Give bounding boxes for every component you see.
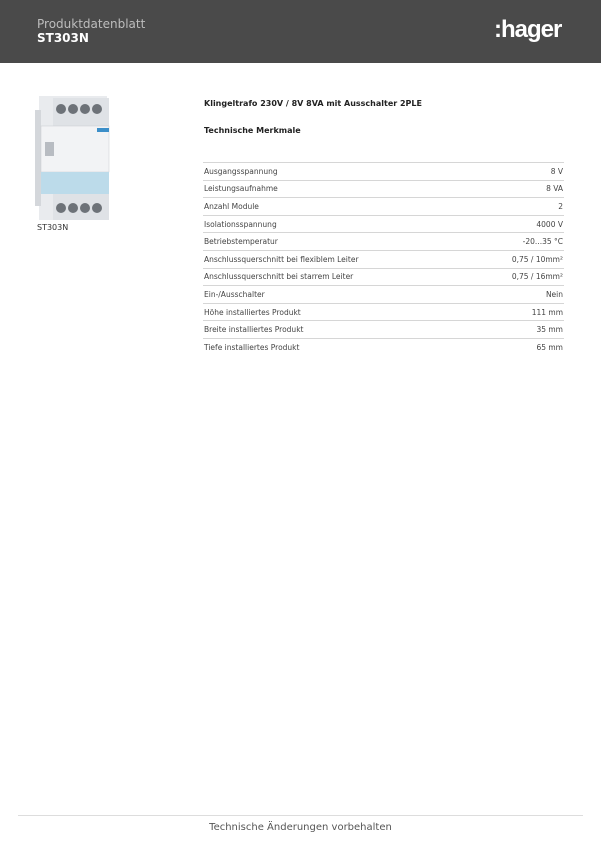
spec-row: Anschlussquerschnitt bei flexiblem Leite… — [203, 251, 564, 269]
spec-label: Höhe installiertes Produkt — [204, 307, 301, 317]
spec-row: Ein-/Ausschalter Nein — [203, 286, 564, 304]
footer-divider — [18, 815, 583, 816]
header-title: ST303N — [37, 31, 89, 45]
section-title: Technische Merkmale — [204, 126, 301, 135]
spec-label: Anschlussquerschnitt bei starrem Leiter — [204, 272, 354, 282]
spec-label: Ein-/Ausschalter — [204, 289, 265, 299]
spec-label: Leistungsaufnahme — [204, 184, 278, 194]
spec-row: Höhe installiertes Produkt 111 mm — [203, 304, 564, 322]
spec-row: Breite installiertes Produkt 35 mm — [203, 321, 564, 339]
spec-value: 35 mm — [536, 325, 563, 335]
spec-value: -20...35 °C — [522, 237, 563, 247]
spec-value: 65 mm — [536, 343, 563, 353]
spec-value: 8 VA — [546, 184, 563, 194]
spec-value: 111 mm — [531, 307, 563, 317]
spec-row: Tiefe installiertes Produkt 65 mm — [203, 339, 564, 357]
product-image — [35, 96, 110, 220]
product-image-label: ST303N — [37, 223, 69, 232]
product-name: Klingeltrafo 230V / 8V 8VA mit Ausschalt… — [204, 99, 422, 108]
spec-row: Anschlussquerschnitt bei starrem Leiter 0… — [203, 269, 564, 287]
spec-label: Betriebstemperatur — [204, 237, 278, 247]
header-subtitle: Produktdatenblatt — [37, 17, 146, 31]
spec-value: 0,75 / 10mm² — [511, 254, 563, 264]
spec-value: 0,75 / 16mm² — [511, 272, 563, 282]
spec-label: Ausgangsspannung — [204, 166, 278, 176]
spec-label: Anzahl Module — [204, 201, 259, 211]
spec-table: Ausgangsspannung 8 V Leistungsaufnahme 8 VA… — [203, 162, 564, 357]
spec-label: Isolationsspannung — [204, 219, 277, 229]
spec-value: 4000 V — [536, 219, 563, 229]
spec-value: Nein — [545, 289, 563, 299]
spec-label: Anschlussquerschnitt bei flexiblem Leite… — [204, 254, 359, 264]
spec-value: 8 V — [550, 166, 563, 176]
spec-row: Leistungsaufnahme 8 VA — [203, 181, 564, 199]
footer-note: Technische Änderungen vorbehalten — [209, 822, 392, 833]
spec-row: Anzahl Module 2 — [203, 198, 564, 216]
page-header: Produktdatenblatt ST303N :hager — [0, 0, 601, 63]
spec-row: Isolationsspannung 4000 V — [203, 216, 564, 234]
spec-row: Ausgangsspannung 8 V — [203, 163, 564, 181]
spec-value: 2 — [558, 201, 563, 211]
spec-label: Tiefe installiertes Produkt — [204, 343, 300, 353]
spec-row: Betriebstemperatur -20...35 °C — [203, 233, 564, 251]
hager-logo: :hager — [494, 16, 562, 43]
spec-label: Breite installiertes Produkt — [204, 325, 304, 335]
